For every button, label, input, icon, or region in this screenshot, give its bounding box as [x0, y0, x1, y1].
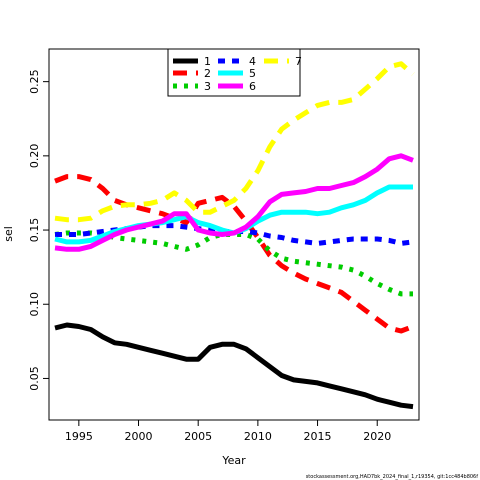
x-tick-label: 1995 — [65, 430, 93, 443]
y-tick-label: 0.15 — [28, 218, 41, 243]
x-axis: 1995 2000 2005 2010 2015 2020 — [65, 420, 391, 443]
y-tick-label: 0.25 — [28, 69, 41, 94]
series-line-7 — [54, 61, 415, 223]
legend-label-3: 3 — [204, 80, 211, 93]
series-layer — [54, 61, 415, 410]
legend-label-4: 4 — [249, 55, 256, 68]
x-axis-title: Year — [221, 454, 246, 467]
legend-label-2: 2 — [204, 67, 211, 80]
x-tick-label: 2020 — [363, 430, 391, 443]
x-tick-label: 2015 — [304, 430, 332, 443]
legend-label-5: 5 — [249, 67, 256, 80]
y-axis-title: sel — [2, 226, 15, 242]
x-tick-label: 2010 — [244, 430, 272, 443]
series-line-3 — [54, 230, 413, 297]
legend-label-1: 1 — [204, 55, 211, 68]
footnote: stockassessment.org,HAD7bk_2024_final_1,… — [306, 474, 479, 480]
y-tick-label: 0.05 — [28, 366, 41, 391]
legend: 123 456 7 — [167, 48, 302, 97]
y-tick-label: 0.10 — [28, 292, 41, 317]
series-line-1 — [54, 322, 414, 410]
y-axis: 0.05 0.10 0.15 0.20 0.25 — [28, 69, 49, 391]
series-line-6 — [54, 153, 414, 252]
legend-label-6: 6 — [249, 80, 256, 93]
x-tick-label: 2000 — [125, 430, 153, 443]
legend-label-7: 7 — [295, 55, 302, 68]
y-tick-label: 0.20 — [28, 144, 41, 169]
x-tick-label: 2005 — [184, 430, 212, 443]
